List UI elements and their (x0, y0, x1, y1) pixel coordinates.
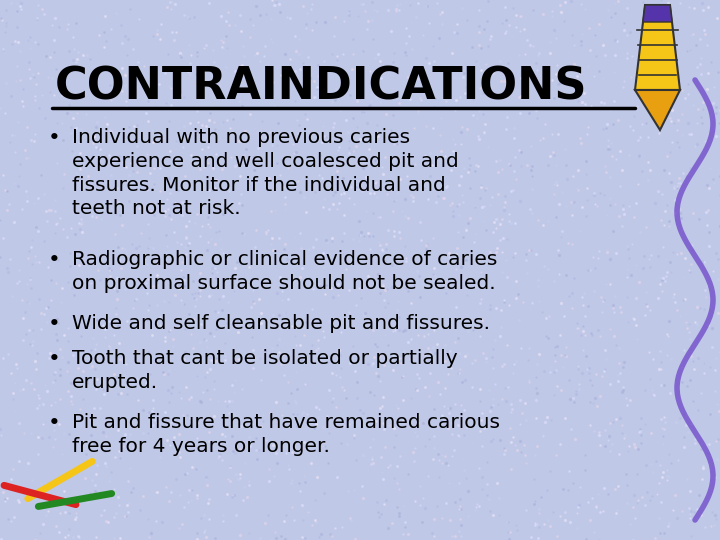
Text: •: • (48, 413, 60, 434)
Text: Tooth that cant be isolated or partially
erupted.: Tooth that cant be isolated or partially… (72, 349, 458, 392)
Text: CONTRAINDICATIONS: CONTRAINDICATIONS (55, 65, 588, 108)
Text: •: • (48, 250, 60, 270)
Polygon shape (635, 90, 680, 130)
Text: Pit and fissure that have remained carious
free for 4 years or longer.: Pit and fissure that have remained cario… (72, 413, 500, 456)
Text: Individual with no previous caries
experience and well coalesced pit and
fissure: Individual with no previous caries exper… (72, 128, 459, 218)
Text: •: • (48, 128, 60, 148)
Text: Radiographic or clinical evidence of caries
on proximal surface should not be se: Radiographic or clinical evidence of car… (72, 250, 498, 293)
Polygon shape (635, 5, 680, 90)
Text: •: • (48, 349, 60, 369)
Polygon shape (643, 5, 672, 22)
Text: Wide and self cleansable pit and fissures.: Wide and self cleansable pit and fissure… (72, 314, 490, 333)
Text: •: • (48, 314, 60, 334)
